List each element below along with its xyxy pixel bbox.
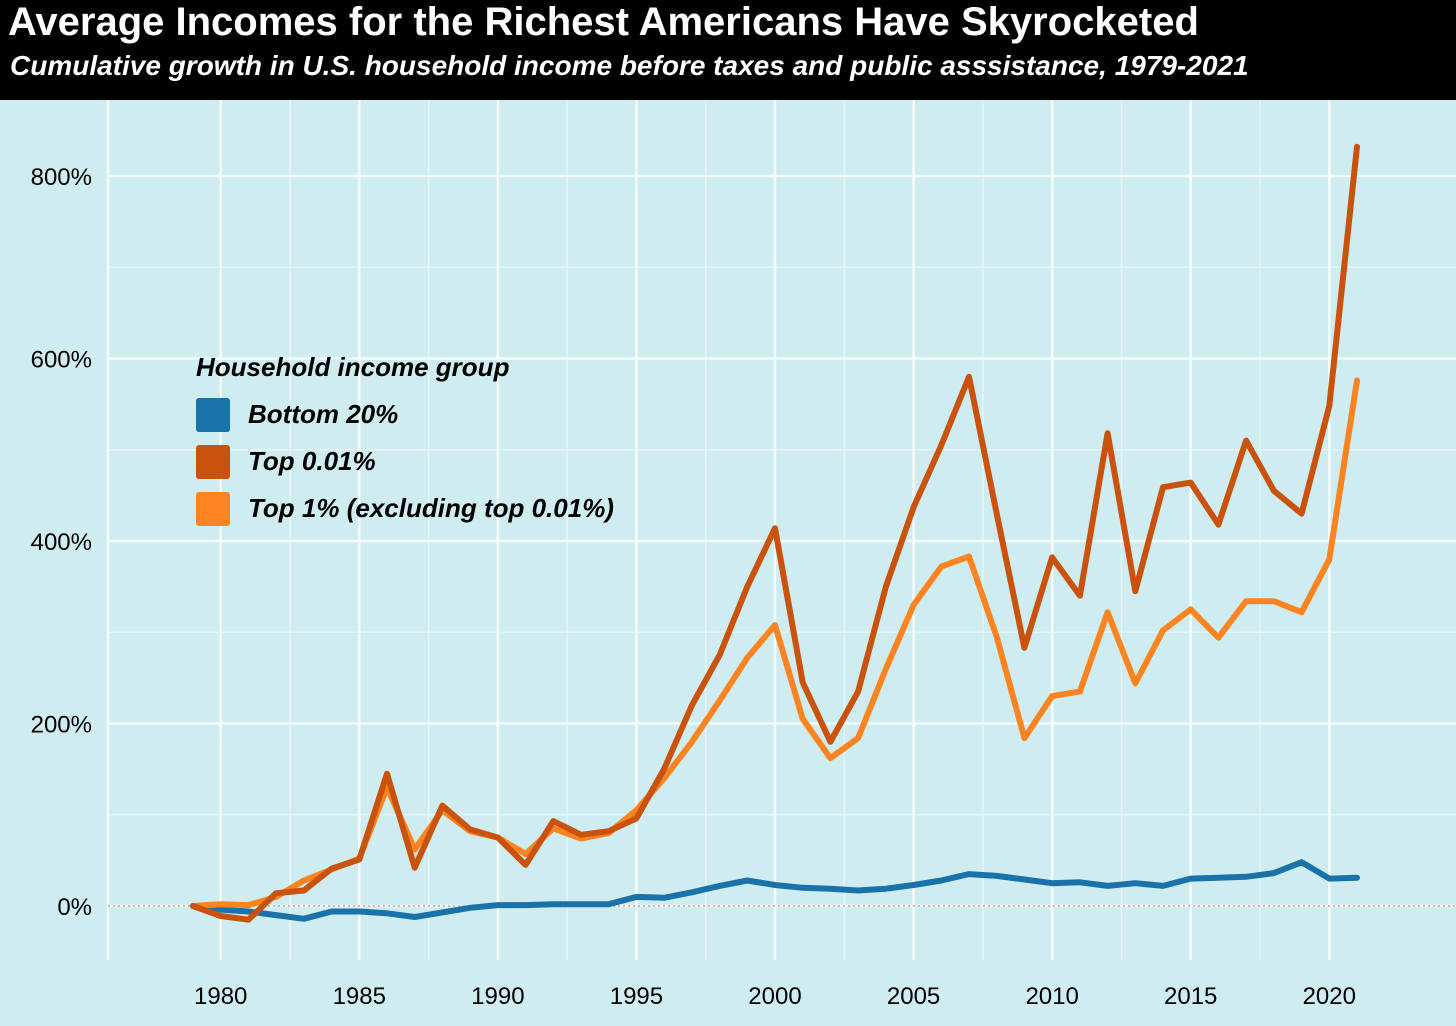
chart-header: Average Incomes for the Richest American… bbox=[0, 0, 1456, 100]
x-tick-label: 2000 bbox=[748, 983, 801, 1010]
y-tick-label: 400% bbox=[31, 529, 92, 556]
y-tick-label: 600% bbox=[31, 347, 92, 374]
legend-item-top-0-01: Top 0.01% bbox=[196, 438, 614, 485]
legend-title: Household income group bbox=[196, 352, 510, 382]
grid bbox=[106, 100, 1456, 960]
legend-item-bottom-20: Bottom 20% bbox=[196, 391, 614, 438]
chart-title: Average Incomes for the Richest American… bbox=[8, 0, 1199, 44]
series-lines bbox=[190, 143, 1360, 923]
series-line-top-0-01 bbox=[190, 143, 1360, 923]
x-tick-label: 2020 bbox=[1303, 983, 1356, 1010]
legend-label: Bottom 20% bbox=[248, 399, 399, 429]
x-tick-label: 1995 bbox=[610, 983, 663, 1010]
series-line-top-1-excluding-top-0-01 bbox=[190, 377, 1360, 909]
legend-swatch-bottom-20 bbox=[196, 397, 230, 432]
series-line-bottom-20 bbox=[190, 859, 1360, 922]
x-tick-label: 1985 bbox=[333, 983, 386, 1010]
line-chart: 0% 200% 400% 600% 800% 1980 1985 1990 1995 2000 2… bbox=[31, 100, 1456, 1010]
y-tick-label: 200% bbox=[31, 712, 92, 739]
legend: Household income group Bottom 20% Top 0.… bbox=[196, 352, 614, 532]
legend-swatch-top-0-01 bbox=[196, 444, 230, 479]
x-tick-label: 2005 bbox=[887, 983, 940, 1010]
legend-swatch-top-1 bbox=[196, 491, 230, 526]
x-tick-label: 1980 bbox=[194, 983, 247, 1010]
x-axis: 1980 1985 1990 1995 2000 2005 2010 2015 2020 bbox=[194, 983, 1356, 1010]
y-tick-label: 0% bbox=[57, 894, 92, 921]
chart-subtitle: Cumulative growth in U.S. household inco… bbox=[10, 50, 1249, 81]
legend-label: Top 0.01% bbox=[248, 446, 376, 476]
x-tick-label: 1990 bbox=[471, 983, 524, 1010]
y-tick-label: 800% bbox=[31, 164, 92, 191]
legend-item-top-1: Top 1% (excluding top 0.01%) bbox=[196, 485, 614, 532]
legend-label: Top 1% (excluding top 0.01%) bbox=[248, 493, 614, 523]
y-axis: 0% 200% 400% 600% 800% bbox=[31, 164, 92, 921]
x-tick-label: 2010 bbox=[1025, 983, 1078, 1010]
x-tick-label: 2015 bbox=[1164, 983, 1217, 1010]
chart-area: 0% 200% 400% 600% 800% 1980 1985 1990 1995 2000 2… bbox=[0, 100, 1456, 1026]
